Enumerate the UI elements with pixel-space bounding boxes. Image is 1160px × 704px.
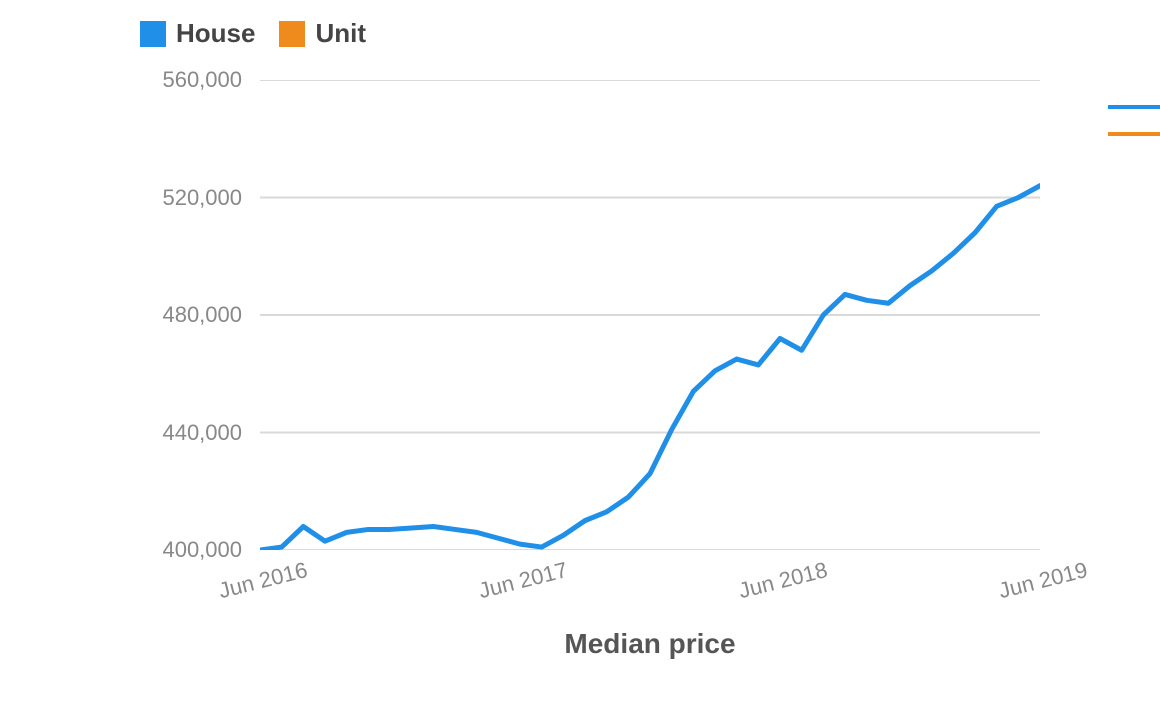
x-tick-label: Jun 2016	[216, 557, 310, 604]
legend-label-house: House	[176, 18, 255, 49]
y-tick-label: 520,000	[0, 185, 242, 211]
legend: House Unit	[140, 18, 366, 49]
x-axis-title: Median price	[564, 628, 735, 660]
x-tick-label: Jun 2018	[736, 557, 830, 604]
legend-swatch-house	[140, 21, 166, 47]
plot-svg	[260, 80, 1040, 550]
legend-item-unit: Unit	[279, 18, 366, 49]
y-tick-label: 480,000	[0, 302, 242, 328]
x-tick-label: Jun 2019	[996, 557, 1090, 604]
plot-area	[260, 80, 1040, 550]
y-tick-label: 560,000	[0, 67, 242, 93]
median-price-chart: House Unit 400,000 440,000 480,000 520,000 5…	[0, 0, 1160, 704]
y-tick-label: 400,000	[0, 537, 242, 563]
x-tick-label: Jun 2017	[476, 557, 570, 604]
legend-label-unit: Unit	[315, 18, 366, 49]
legend-item-house: House	[140, 18, 255, 49]
y-tick-label: 440,000	[0, 420, 242, 446]
side-legend-line	[1108, 132, 1160, 136]
side-legend-line	[1108, 105, 1160, 109]
legend-swatch-unit	[279, 21, 305, 47]
